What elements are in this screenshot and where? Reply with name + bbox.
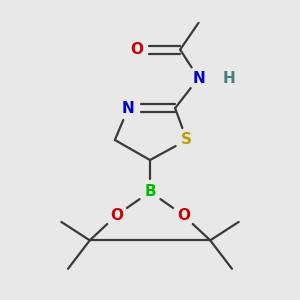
Text: O: O xyxy=(110,208,123,223)
Text: O: O xyxy=(130,42,143,57)
Text: S: S xyxy=(181,133,192,148)
Text: N: N xyxy=(122,101,135,116)
Text: H: H xyxy=(222,70,235,86)
Text: N: N xyxy=(192,70,205,86)
Text: O: O xyxy=(177,208,190,223)
Text: B: B xyxy=(144,184,156,199)
